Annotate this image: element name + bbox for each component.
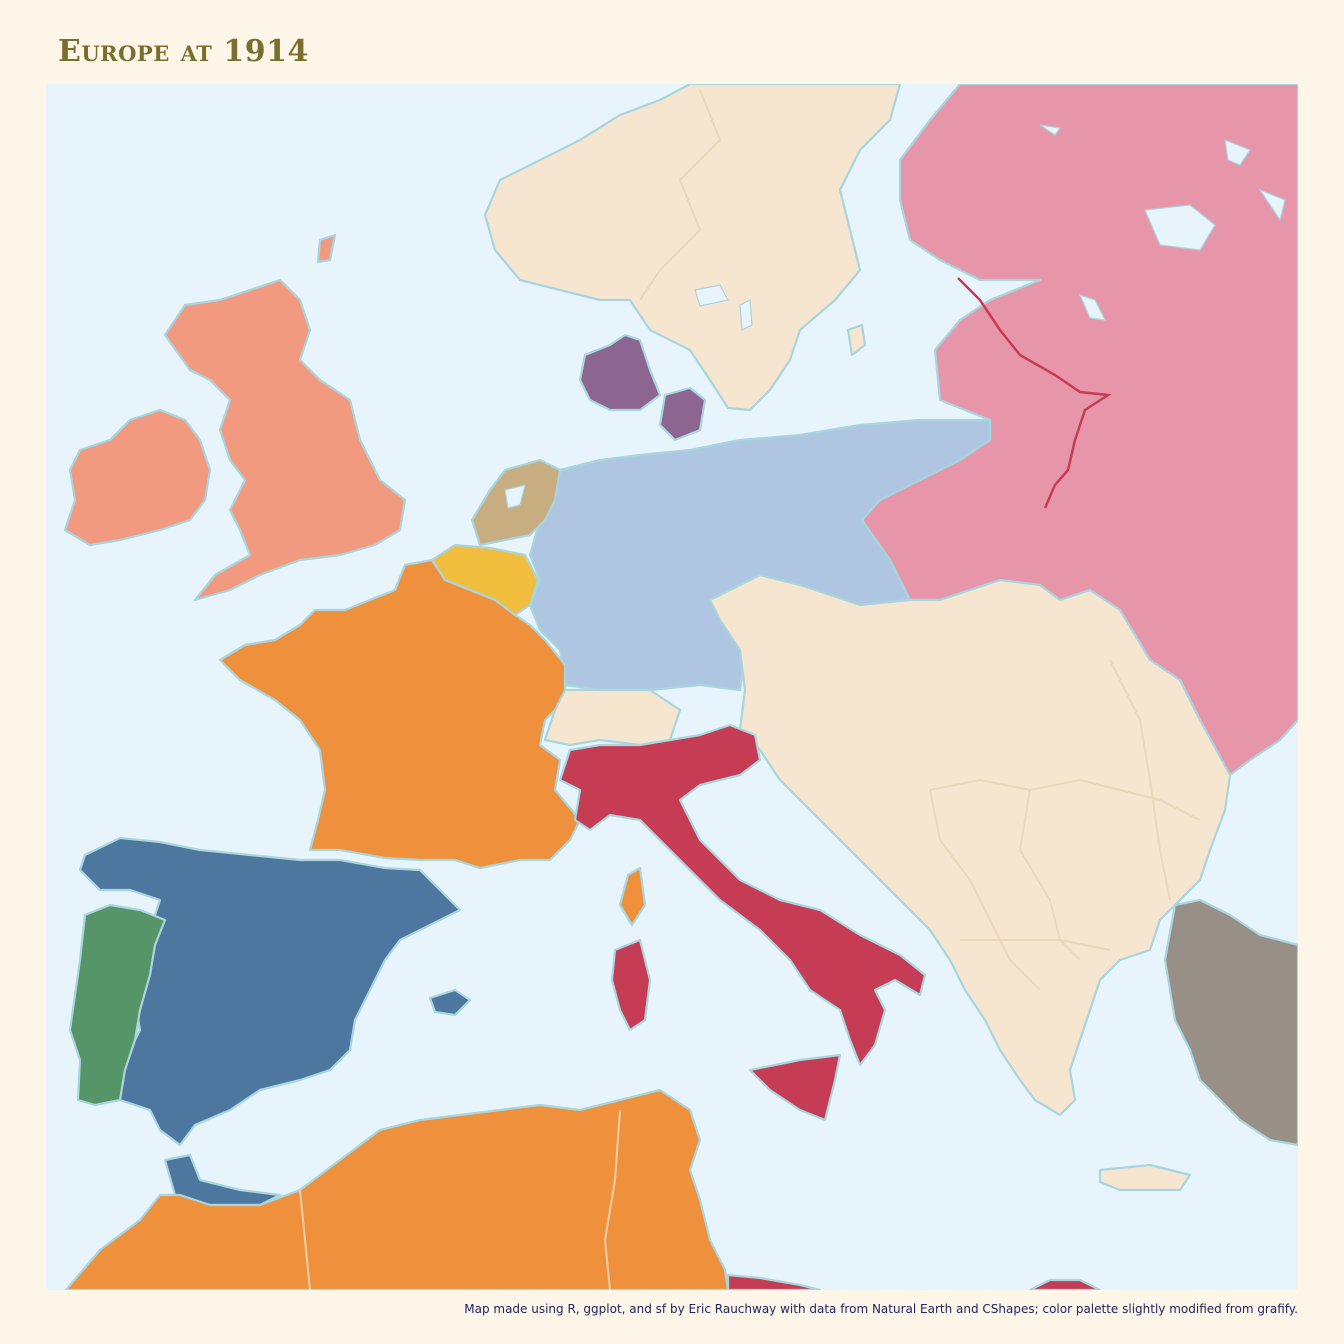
libya-italy — [726, 1273, 822, 1290]
ottoman-empire — [1163, 898, 1298, 1147]
corsica — [618, 866, 647, 927]
sardinia — [610, 938, 652, 1032]
italy — [558, 723, 927, 1067]
scandinavia — [483, 84, 902, 412]
shetland — [316, 233, 337, 264]
sicily — [748, 1053, 842, 1122]
great-britain — [163, 278, 407, 602]
map-title: Europe at 1914 — [58, 34, 309, 69]
finland-border — [957, 277, 1112, 509]
austria-hungary-balkans — [708, 573, 1232, 1117]
gotland — [846, 323, 867, 357]
ireland — [63, 408, 212, 547]
switzerland — [543, 688, 682, 747]
cyrenaica — [1028, 1278, 1102, 1290]
portugal — [68, 903, 167, 1107]
mallorca — [428, 988, 472, 1017]
crete — [1098, 1163, 1192, 1192]
map-caption: Map made using R, ggplot, and sf by Eric… — [464, 1302, 1298, 1316]
north-africa — [64, 1088, 730, 1290]
zealand — [658, 386, 707, 442]
map-canvas[interactable] — [46, 84, 1298, 1290]
denmark — [578, 333, 662, 412]
france — [218, 558, 582, 870]
